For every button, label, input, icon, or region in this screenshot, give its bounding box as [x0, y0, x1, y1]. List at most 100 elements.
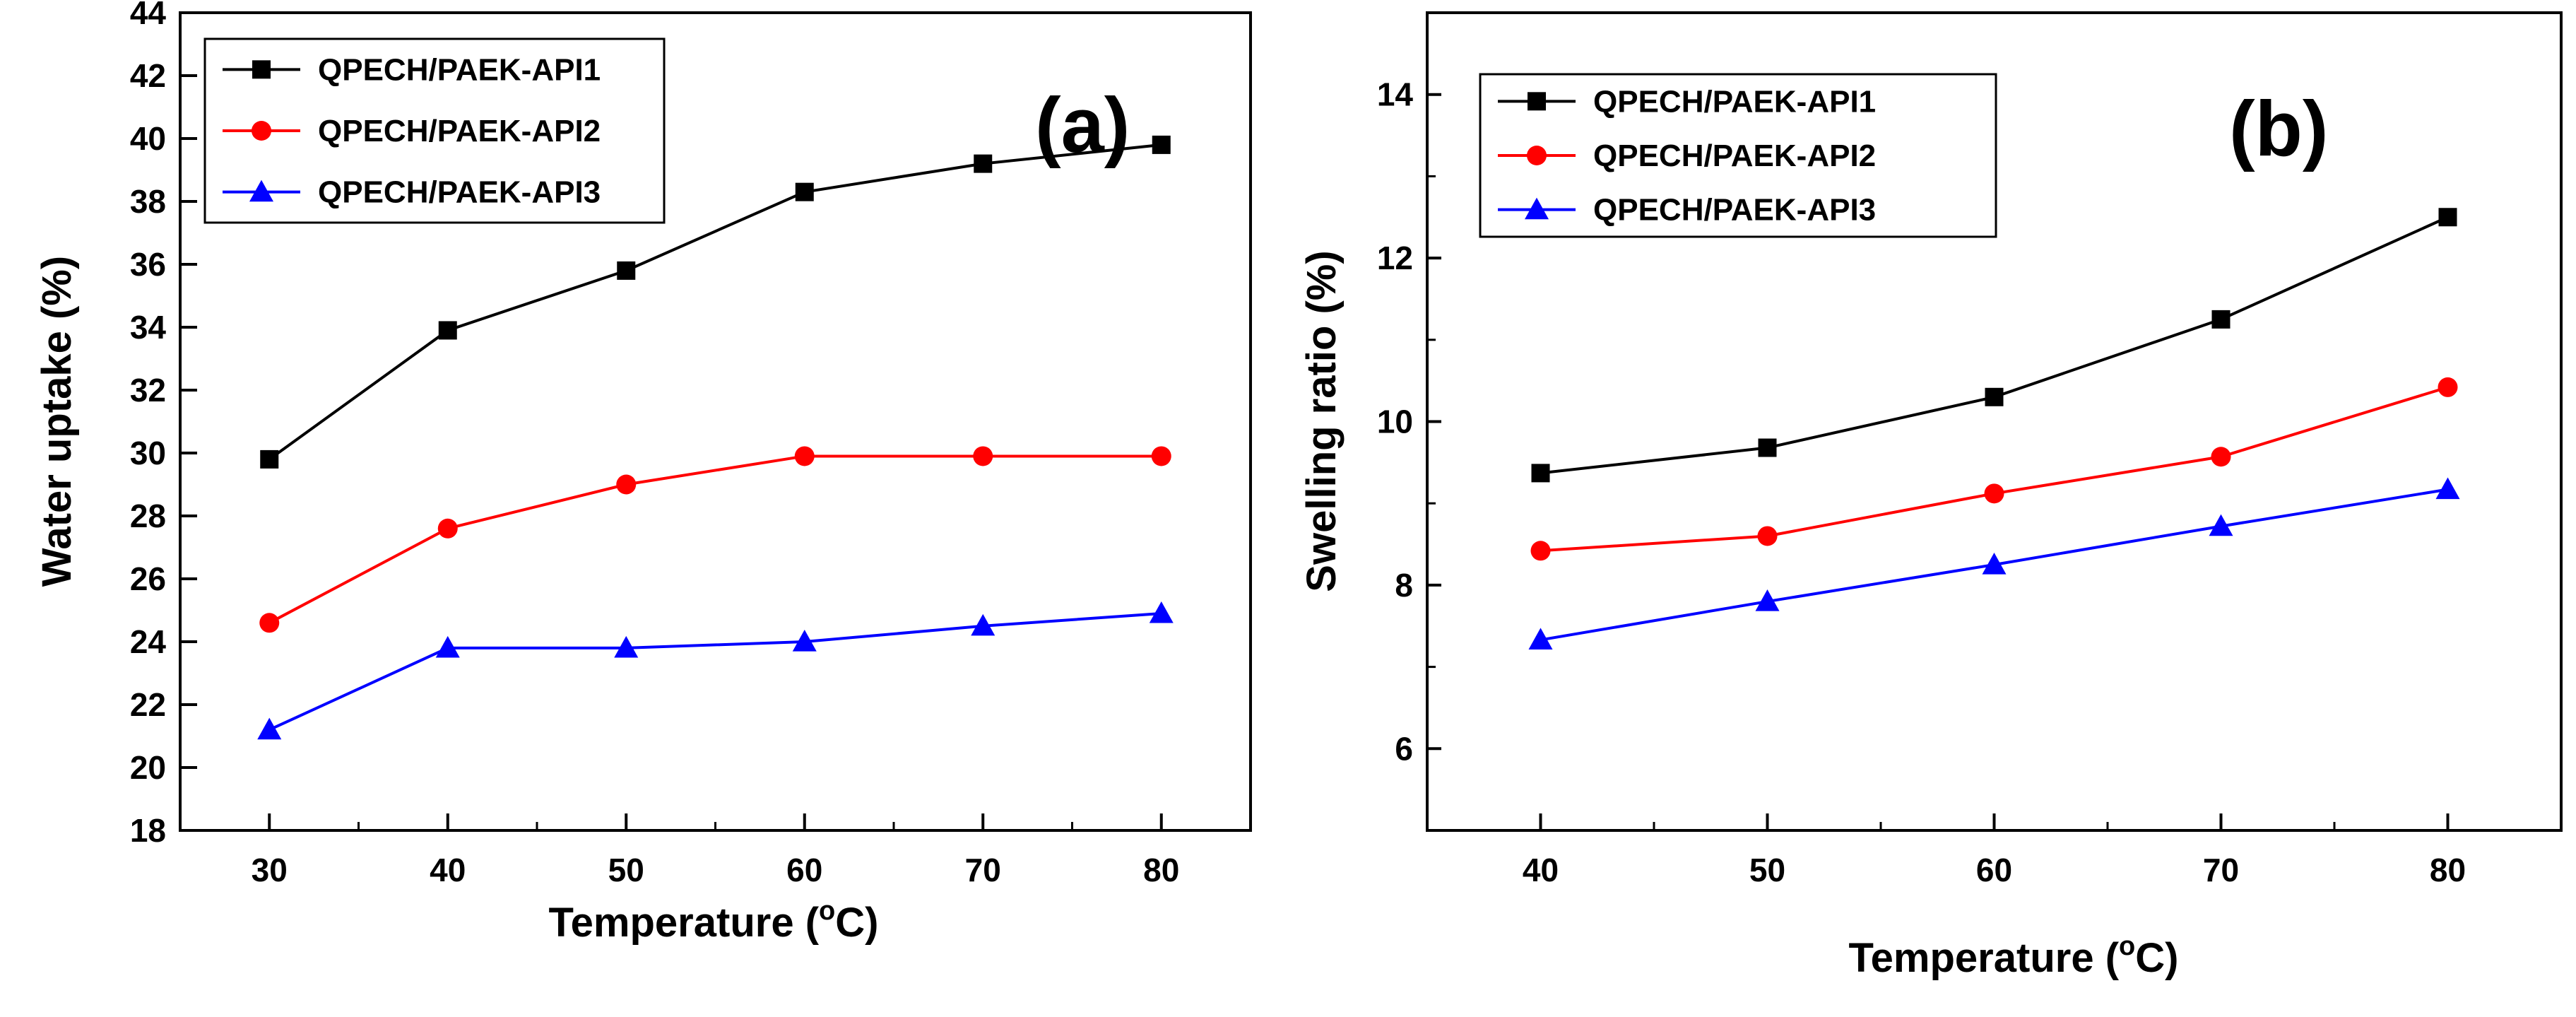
- data-point: [614, 635, 639, 658]
- x-tick-label: 40: [1523, 852, 1559, 888]
- x-tick-label: 50: [608, 852, 644, 888]
- data-point: [2438, 377, 2458, 397]
- chart-panel-a: 18 20 22 24 26 28 30 32 34 36 38 40 42 44 30 40 50 60 70 80…: [34, 0, 1252, 946]
- y-tick-label: 34: [130, 309, 167, 346]
- y-axis-title: Water uptake (%): [34, 256, 80, 587]
- data-point: [974, 154, 993, 173]
- y-tick-label: 8: [1395, 567, 1413, 604]
- y-tick-label: 24: [130, 623, 167, 660]
- x-tick-label: 60: [786, 852, 822, 888]
- data-point: [2211, 310, 2231, 329]
- x-tick-label: 30: [252, 852, 288, 888]
- x-axis-title-text: Temperature (: [1849, 935, 2120, 981]
- data-point: [616, 474, 637, 495]
- legend-label: QPECH/PAEK-API2: [1593, 139, 1876, 173]
- y-tick-label: 40: [130, 120, 166, 157]
- y-tick-label: 28: [130, 498, 166, 534]
- y-axis-title: Swelling ratio (%): [1299, 250, 1345, 592]
- series-3: [257, 601, 1174, 740]
- y-tick-label: 36: [130, 246, 166, 283]
- degree-superscript: o: [819, 896, 835, 926]
- y-tick-label: 18: [130, 812, 166, 849]
- x-tick-label: 70: [965, 852, 1001, 888]
- data-point: [1528, 628, 1553, 650]
- data-point: [2438, 208, 2457, 227]
- x-axis-title: Temperature (oC): [549, 896, 879, 946]
- y-tick-label: 6: [1395, 730, 1413, 767]
- data-point: [1757, 526, 1778, 546]
- x-tick-label: 70: [2203, 852, 2239, 888]
- x-tick-label: 60: [1976, 852, 2012, 888]
- degree-superscript: o: [2119, 931, 2135, 961]
- x-axis-title-text: Temperature (: [549, 900, 820, 946]
- series-1: [1531, 208, 2457, 483]
- series-line: [268, 611, 1162, 731]
- data-point: [1982, 552, 2007, 575]
- data-point: [438, 321, 457, 340]
- legend-marker: [1527, 146, 1547, 165]
- legend-label: QPECH/PAEK-API1: [1593, 84, 1876, 119]
- data-point: [971, 613, 995, 636]
- data-point: [973, 446, 993, 466]
- data-point: [1149, 601, 1174, 623]
- x-tick-label: 50: [1749, 852, 1785, 888]
- data-point: [792, 630, 817, 652]
- y-tick-label: 44: [130, 0, 167, 31]
- data-point: [1755, 589, 1780, 611]
- data-point: [259, 613, 280, 633]
- data-point: [257, 717, 282, 740]
- y-tick-label: 30: [130, 435, 166, 471]
- data-point: [1758, 438, 1777, 457]
- y-tick-label: 38: [130, 183, 166, 220]
- y-tick-label: 22: [130, 686, 166, 723]
- data-point: [1152, 135, 1171, 154]
- series-2: [1530, 377, 2458, 561]
- data-point: [794, 446, 815, 466]
- series-line: [268, 454, 1162, 625]
- data-point: [437, 518, 458, 539]
- x-tick-label: 80: [1143, 852, 1179, 888]
- legend-marker: [1525, 197, 1549, 220]
- legend-label: QPECH/PAEK-API1: [318, 52, 601, 87]
- series-3: [1528, 477, 2460, 650]
- legend-label: QPECH/PAEK-API3: [1593, 193, 1876, 228]
- y-tick-label: 42: [130, 57, 166, 94]
- data-point: [260, 449, 279, 469]
- panel-label: (b): [2229, 86, 2328, 172]
- data-point: [1531, 464, 1550, 483]
- legend-marker: [249, 180, 273, 202]
- series-2: [259, 446, 1171, 633]
- data-point: [2211, 447, 2231, 467]
- x-tick-label: 40: [430, 852, 466, 888]
- data-point: [795, 182, 814, 201]
- x-tick-label: 80: [2430, 852, 2466, 888]
- chart-panel-b: 6 8 10 12 14 40 50 60 70 80 Temperature (oC) Swelli…: [1299, 11, 2563, 981]
- y-tick-label: 20: [130, 749, 166, 786]
- series-line: [1540, 216, 2449, 475]
- series-line: [1540, 385, 2449, 553]
- y-tick-label: 26: [130, 560, 166, 597]
- x-axis-title-unit: C): [2135, 935, 2178, 981]
- legend-marker: [252, 121, 271, 141]
- legend: QPECH/PAEK-API1 QPECH/PAEK-API2 QPECH/PAEK…: [1479, 73, 1997, 238]
- data-point: [1151, 446, 1171, 466]
- data-point: [1984, 483, 2004, 504]
- legend-marker: [1528, 92, 1546, 111]
- y-tick-label: 14: [1377, 76, 1414, 113]
- data-point: [1530, 541, 1551, 561]
- data-point: [1985, 387, 2004, 406]
- y-tick-label: 10: [1377, 404, 1413, 440]
- data-point: [435, 635, 460, 658]
- series-1: [260, 135, 1171, 469]
- y-tick-label: 32: [130, 372, 166, 408]
- legend: QPECH/PAEK-API1 QPECH/PAEK-API2 QPECH/PAEK…: [203, 37, 666, 224]
- data-point: [2435, 477, 2460, 500]
- data-point: [2209, 514, 2233, 536]
- x-axis-title-unit: C): [835, 900, 878, 946]
- y-tick-label: 12: [1377, 240, 1413, 276]
- series-line: [268, 143, 1162, 461]
- data-point: [617, 261, 636, 280]
- legend-label: QPECH/PAEK-API3: [318, 175, 601, 210]
- x-axis-title: Temperature (oC): [1849, 931, 2179, 981]
